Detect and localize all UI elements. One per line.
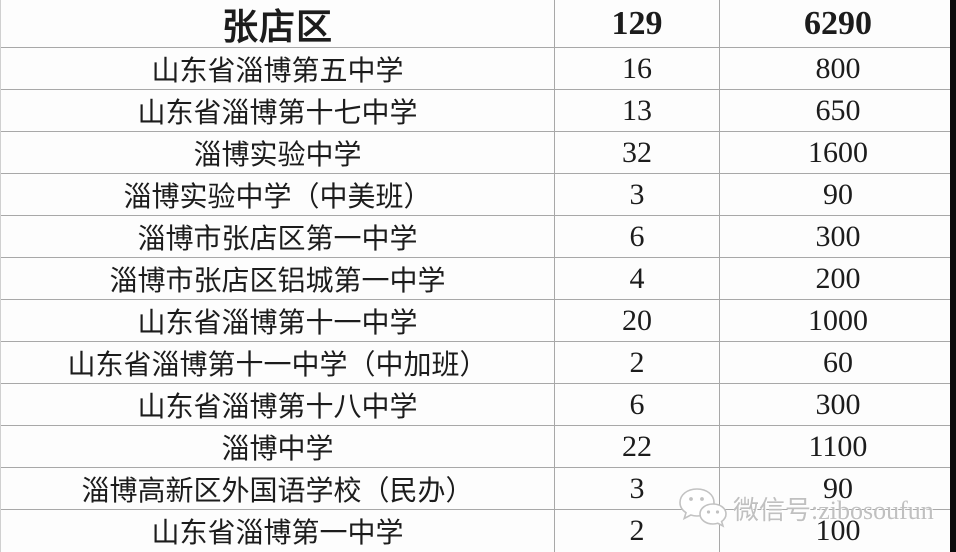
table-row: 山东省淄博第十一中学 20 1000 bbox=[1, 300, 956, 342]
class-count: 6 bbox=[554, 384, 719, 425]
school-name: 淄博实验中学 bbox=[193, 139, 362, 171]
student-count: 1600 bbox=[719, 132, 956, 173]
school-name: 淄博实验中学（中美班） bbox=[123, 181, 432, 213]
class-count: 13 bbox=[554, 90, 719, 131]
school-name: 山东省淄博第五中学 bbox=[151, 55, 404, 87]
header-total-students: 6290 bbox=[719, 0, 956, 47]
school-name: 山东省淄博第十七中学 bbox=[137, 97, 418, 129]
school-name: 淄博市张店区铝城第一中学 bbox=[109, 265, 446, 297]
table-row: 山东省淄博第十七中学 13 650 bbox=[1, 90, 956, 132]
school-name: 淄博高新区外国语学校（民办） bbox=[81, 475, 474, 507]
class-count: 6 bbox=[554, 216, 719, 257]
class-count: 16 bbox=[554, 48, 719, 89]
student-count: 60 bbox=[719, 342, 956, 383]
table-row: 淄博市张店区铝城第一中学 4 200 bbox=[1, 258, 956, 300]
table-row: 淄博高新区外国语学校（民办） 3 90 bbox=[1, 468, 956, 510]
student-count: 300 bbox=[719, 216, 956, 257]
wechat-watermark: 微信号:zibosoufun bbox=[676, 486, 934, 530]
table-row: 淄博实验中学 32 1600 bbox=[1, 132, 956, 174]
class-count: 2 bbox=[554, 510, 719, 552]
watermark-label: 微信号:zibosoufun bbox=[733, 495, 934, 525]
table-row: 山东省淄博第十八中学 6 300 bbox=[1, 384, 956, 426]
class-count: 20 bbox=[554, 300, 719, 341]
header-district-name: 张店区 bbox=[221, 6, 333, 47]
student-count: 1100 bbox=[719, 426, 956, 467]
class-count: 22 bbox=[554, 426, 719, 467]
student-count: 100 bbox=[719, 510, 956, 552]
student-count: 200 bbox=[719, 258, 956, 299]
school-name: 淄博中学 bbox=[221, 433, 334, 465]
class-count: 4 bbox=[554, 258, 719, 299]
school-name: 山东省淄博第十八中学 bbox=[137, 391, 418, 423]
school-name: 山东省淄博第十一中学 bbox=[137, 307, 418, 339]
class-count: 2 bbox=[554, 342, 719, 383]
class-count: 3 bbox=[554, 468, 719, 509]
table-row: 淄博市张店区第一中学 6 300 bbox=[1, 216, 956, 258]
student-count: 300 bbox=[719, 384, 956, 425]
table-row: 山东省淄博第十一中学（中加班） 2 60 bbox=[1, 342, 956, 384]
school-name: 淄博市张店区第一中学 bbox=[137, 223, 418, 255]
school-name: 山东省淄博第一中学 bbox=[151, 518, 404, 549]
class-count: 32 bbox=[554, 132, 719, 173]
student-count: 90 bbox=[719, 468, 956, 509]
table-row: 山东省淄博第五中学 16 800 bbox=[1, 48, 956, 90]
wechat-icon bbox=[676, 486, 728, 530]
student-count: 1000 bbox=[719, 300, 956, 341]
table-header-row: 张店区 129 6290 bbox=[1, 0, 956, 48]
class-count: 3 bbox=[554, 174, 719, 215]
student-count: 800 bbox=[719, 48, 956, 89]
table-row: 淄博实验中学（中美班） 3 90 bbox=[1, 174, 956, 216]
right-edge-strip bbox=[950, 0, 956, 552]
table-row: 淄博中学 22 1100 bbox=[1, 426, 956, 468]
table-row: 山东省淄博第一中学 2 100 bbox=[1, 510, 956, 552]
student-count: 90 bbox=[719, 174, 956, 215]
school-name: 山东省淄博第十一中学（中加班） bbox=[67, 349, 488, 381]
header-total-count: 129 bbox=[554, 0, 719, 47]
student-count: 650 bbox=[719, 90, 956, 131]
